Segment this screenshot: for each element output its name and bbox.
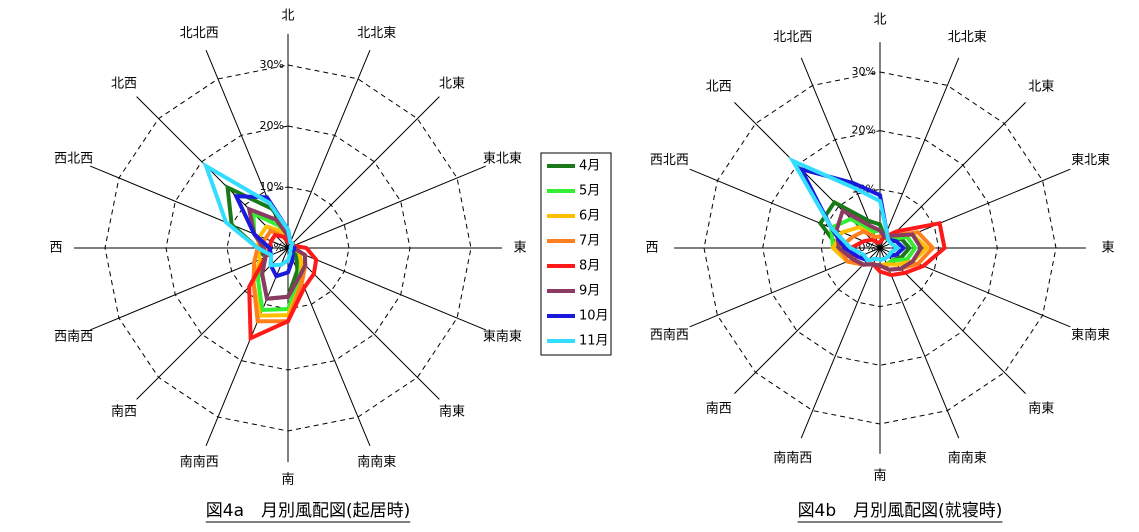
radar-chart: 北北北東北東東北東東東南東南東南南東南南南西南西西南西西西北西北西北北西0%10… xyxy=(645,13,1115,523)
spoke xyxy=(287,247,440,400)
direction-label: 北北東 xyxy=(948,29,987,45)
direction-label: 東南東 xyxy=(483,328,522,344)
legend-label: 6月 xyxy=(579,209,600,224)
radar-chart: 北北北東北東東北東東東南東南東南南東南南南西南西西南西西西北西北西北北西0%10… xyxy=(49,9,612,523)
spoke xyxy=(734,247,881,394)
direction-label: 南 xyxy=(281,472,294,488)
direction-label: 東 xyxy=(513,240,526,256)
direction-label: 西 xyxy=(645,241,658,256)
direction-label: 西北西 xyxy=(54,152,93,167)
direction-label: 南 xyxy=(873,468,886,484)
legend-box xyxy=(540,152,612,356)
spoke xyxy=(800,57,881,249)
chart-title: 図4b 月別風配図(就寝時) xyxy=(798,500,1003,521)
legend-label: 9月 xyxy=(579,284,600,299)
r-tick-label: 20% xyxy=(260,119,284,132)
direction-label: 南南東 xyxy=(357,454,396,470)
series-line xyxy=(848,220,947,278)
r-tick-label: 20% xyxy=(852,124,876,137)
grid-ring xyxy=(104,64,472,432)
direction-label: 北北西 xyxy=(180,26,219,41)
spoke xyxy=(287,49,371,249)
direction-label: 南西 xyxy=(111,404,137,420)
spoke xyxy=(800,247,881,439)
spoke xyxy=(287,247,487,331)
spoke xyxy=(136,96,289,249)
r-tick-label: 0% xyxy=(859,241,876,254)
r-tick-label: 30% xyxy=(260,58,284,71)
direction-label: 東北東 xyxy=(483,151,522,167)
series-line xyxy=(834,207,924,272)
chart-title: 図4a 月別風配図(起居時) xyxy=(206,501,411,521)
grid-ring xyxy=(820,188,940,308)
legend-label: 5月 xyxy=(579,184,600,199)
direction-label: 北東 xyxy=(439,75,465,91)
direction-label: 南南東 xyxy=(948,450,987,466)
direction-label: 西南西 xyxy=(650,327,689,343)
direction-label: 南南西 xyxy=(773,450,812,466)
direction-label: 南南西 xyxy=(180,454,219,470)
spoke xyxy=(136,247,289,400)
spoke xyxy=(287,165,487,249)
direction-label: 東 xyxy=(1101,240,1114,256)
grid-ring xyxy=(703,71,1057,425)
direction-label: 西 xyxy=(49,241,62,256)
legend-label: 8月 xyxy=(579,259,600,274)
legend-label: 4月 xyxy=(579,159,600,174)
direction-label: 北西 xyxy=(706,79,732,94)
direction-label: 東北東 xyxy=(1071,152,1110,168)
direction-label: 西北西 xyxy=(650,153,689,168)
legend-label: 7月 xyxy=(579,234,600,249)
direction-label: 北 xyxy=(873,13,886,28)
spoke xyxy=(689,168,881,249)
r-tick-label: 10% xyxy=(260,180,284,193)
spoke xyxy=(879,57,960,249)
r-tick-label: 30% xyxy=(852,65,876,78)
grid-ring xyxy=(165,125,411,371)
direction-label: 南東 xyxy=(1028,401,1054,417)
direction-label: 北北東 xyxy=(357,25,396,41)
direction-label: 南東 xyxy=(439,404,465,420)
direction-label: 北北西 xyxy=(773,30,812,45)
legend-label: 11月 xyxy=(579,334,609,349)
spoke xyxy=(287,96,440,249)
direction-label: 北東 xyxy=(1028,78,1054,94)
legend-label: 10月 xyxy=(579,309,609,324)
direction-label: 北西 xyxy=(111,76,137,91)
spoke xyxy=(879,102,1026,249)
direction-label: 北 xyxy=(281,9,294,24)
direction-label: 西南西 xyxy=(54,328,93,344)
series-line xyxy=(202,161,295,268)
spoke xyxy=(879,247,960,439)
direction-label: 南西 xyxy=(706,401,732,417)
spoke xyxy=(205,247,289,447)
series-line xyxy=(788,156,902,263)
direction-label: 東南東 xyxy=(1071,327,1110,343)
